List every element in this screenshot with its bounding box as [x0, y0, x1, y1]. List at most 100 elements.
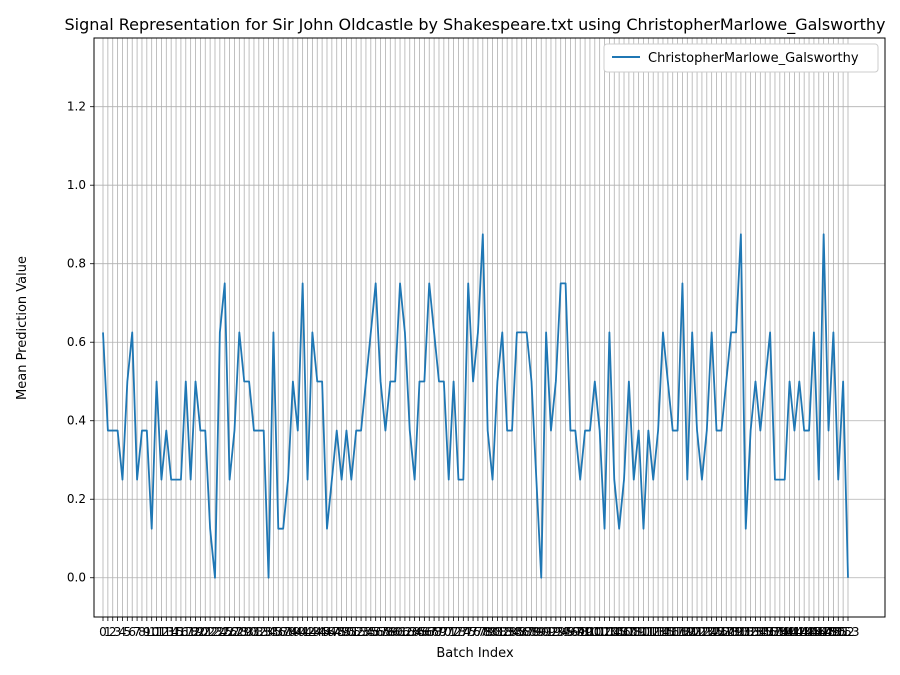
x-tick-label: 112: [637, 625, 660, 639]
x-tick-label: 18: [183, 625, 198, 639]
x-tick-label: 119: [671, 625, 694, 639]
x-tick-label: 11: [149, 625, 164, 639]
x-tick-label: 29: [237, 625, 252, 639]
x-tick-label: 102: [588, 625, 611, 639]
x-tick-label: 72: [446, 625, 461, 639]
x-tick-label: 61: [392, 625, 407, 639]
x-tick-label: 111: [632, 625, 655, 639]
x-tick-label: 94: [553, 625, 568, 639]
x-tick-label: 34: [261, 625, 276, 639]
x-tick-label: 133: [739, 625, 762, 639]
x-tick-label: 56: [368, 625, 383, 639]
x-tick-label: 150: [822, 625, 845, 639]
x-tick-label: 4: [119, 625, 127, 639]
x-tick-label: 82: [495, 625, 510, 639]
x-tick-label: 134: [744, 625, 767, 639]
x-tick-label: 36: [271, 625, 286, 639]
x-tick-label: 116: [656, 625, 679, 639]
x-tick-label: 99: [577, 625, 592, 639]
x-tick-label: 142: [783, 625, 806, 639]
x-tick-label: 50: [339, 625, 354, 639]
y-tick-label: 1.0: [67, 178, 86, 192]
x-tick-label: 100: [578, 625, 601, 639]
x-tick-label: 136: [754, 625, 777, 639]
x-tick-label: 6: [128, 625, 136, 639]
x-tick-label: 88: [524, 625, 539, 639]
x-tick-label: 114: [647, 625, 670, 639]
x-tick-label: 58: [378, 625, 393, 639]
y-tick-label: 0.2: [67, 492, 86, 506]
x-tick-label: 141: [778, 625, 801, 639]
x-tick-label: 123: [690, 625, 713, 639]
x-tick-label: 122: [686, 625, 709, 639]
x-tick-label: 27: [227, 625, 242, 639]
x-tick-label: 147: [807, 625, 830, 639]
x-tick-label: 40: [290, 625, 305, 639]
x-tick-label: 121: [681, 625, 704, 639]
legend-entry: ChristopherMarlowe_Galsworthy: [648, 51, 859, 66]
x-tick-label: 80: [485, 625, 500, 639]
x-tick-label: 1: [104, 625, 112, 639]
y-tick-label: 0.8: [67, 257, 86, 271]
x-tick-label: 55: [363, 625, 378, 639]
x-tick-label: 143: [788, 625, 811, 639]
x-tick-label: 32: [251, 625, 266, 639]
x-tick-label: 153: [837, 625, 860, 639]
x-tick-label: 47: [324, 625, 339, 639]
x-tick-label: 144: [793, 625, 816, 639]
x-tick-label: 63: [402, 625, 417, 639]
x-tick-label: 98: [573, 625, 588, 639]
x-tick-label: 13: [159, 625, 174, 639]
x-tick-label: 107: [613, 625, 636, 639]
x-tick-label: 77: [470, 625, 485, 639]
legend: ChristopherMarlowe_Galsworthy: [603, 43, 879, 73]
x-tick-label: 128: [715, 625, 738, 639]
x-tick-label: 81: [490, 625, 505, 639]
x-tick-label: 70: [436, 625, 451, 639]
x-tick-label: 115: [652, 625, 675, 639]
y-tick-label: 0.0: [67, 571, 86, 585]
x-tick-label: 43: [305, 625, 320, 639]
x-tick-label: 12: [154, 625, 169, 639]
x-tick-label: 96: [563, 625, 578, 639]
x-tick-label: 14: [164, 625, 179, 639]
x-tick-label: 42: [300, 625, 315, 639]
x-tick-label: 15: [168, 625, 183, 639]
x-tick-label: 137: [759, 625, 782, 639]
x-tick-label: 118: [666, 625, 689, 639]
x-tick-label: 38: [280, 625, 295, 639]
x-tick-label: 105: [603, 625, 626, 639]
x-tick-label: 64: [407, 625, 422, 639]
x-tick-label: 59: [383, 625, 398, 639]
x-tick-label: 22: [202, 625, 217, 639]
x-tick-label: 10: [144, 625, 159, 639]
x-tick-label: 76: [465, 625, 480, 639]
x-tick-label: 84: [504, 625, 519, 639]
y-axis: 0.0 0.2 0.4 0.6 0.8 1.0 1.2: [67, 100, 94, 585]
x-tick-label: 120: [676, 625, 699, 639]
x-tick-label: 78: [475, 625, 490, 639]
x-tick-label: 49: [334, 625, 349, 639]
x-tick-label: 33: [256, 625, 271, 639]
x-axis: 0123456789101112131415161718192021222324…: [99, 617, 859, 639]
x-tick-label: 23: [207, 625, 222, 639]
x-tick-label: 62: [397, 625, 412, 639]
x-tick-label: 53: [353, 625, 368, 639]
y-tick-label: 1.2: [67, 100, 86, 114]
x-tick-label: 44: [310, 625, 325, 639]
x-tick-label: 86: [514, 625, 529, 639]
x-tick-label: 146: [802, 625, 825, 639]
x-tick-label: 135: [749, 625, 772, 639]
grid-lines: [94, 38, 885, 617]
x-tick-label: 126: [705, 625, 728, 639]
x-tick-label: 124: [695, 625, 718, 639]
x-tick-label: 91: [538, 625, 553, 639]
x-tick-label: 75: [461, 625, 476, 639]
x-tick-label: 45: [314, 625, 329, 639]
legend-box: [603, 43, 879, 73]
x-tick-label: 92: [543, 625, 558, 639]
x-tick-label: 5: [124, 625, 132, 639]
x-tick-label: 20: [193, 625, 208, 639]
